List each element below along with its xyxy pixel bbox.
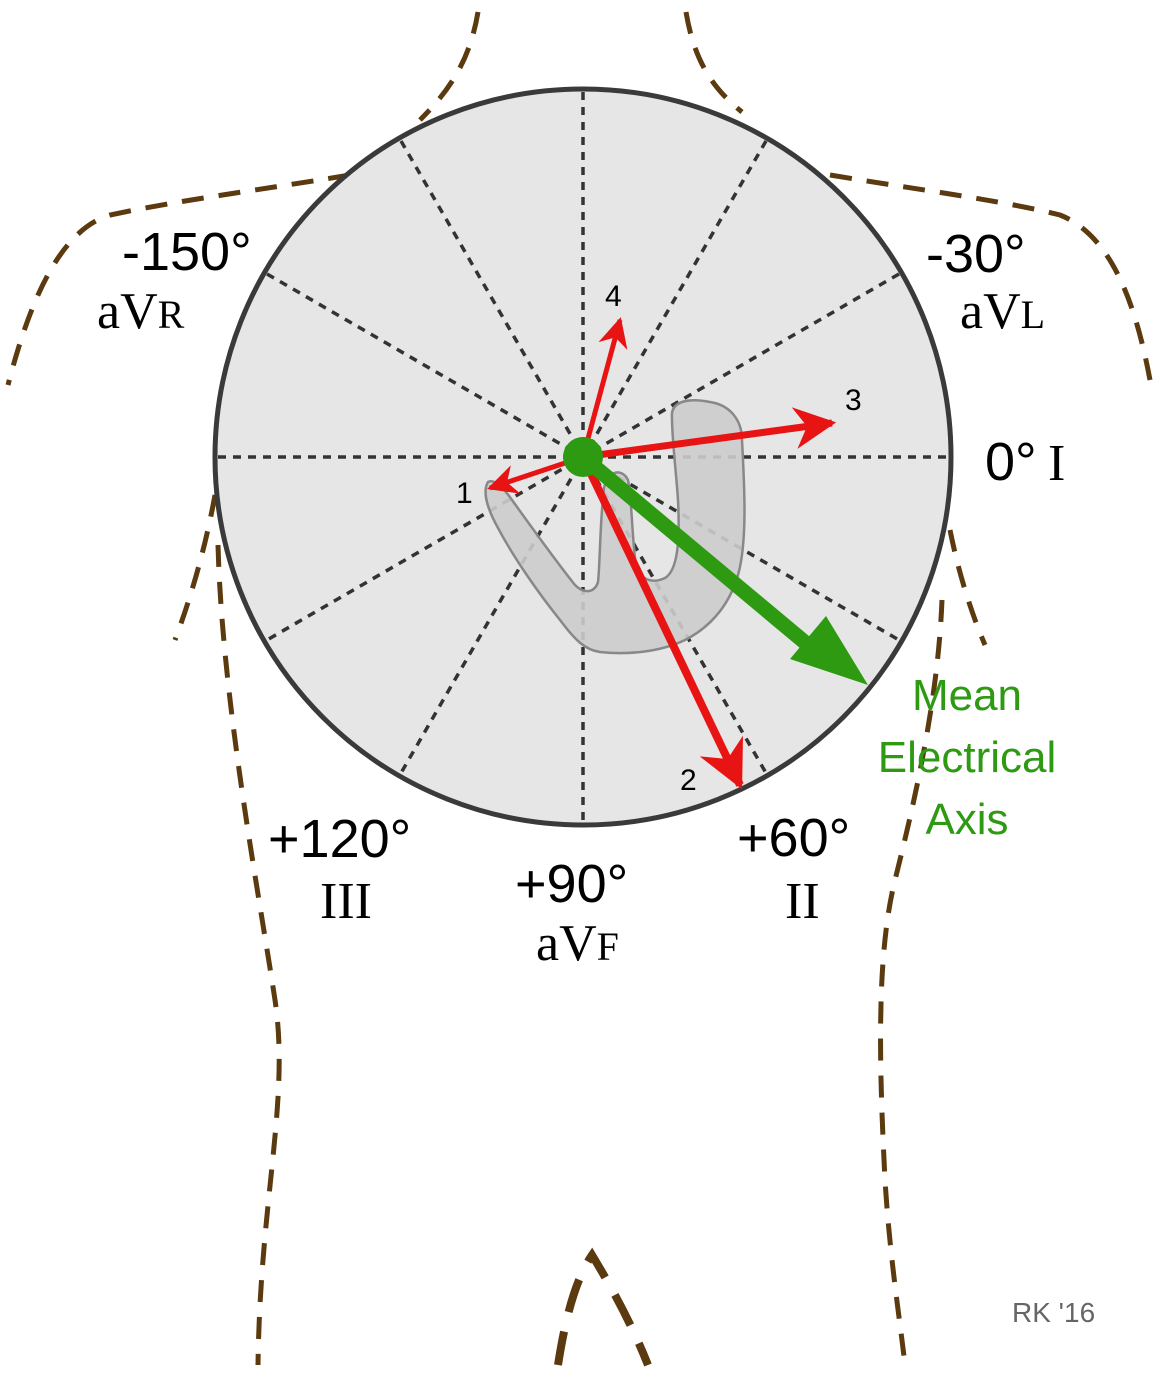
avr-degrees: -150° xyxy=(122,222,252,282)
mean-axis-label-line-1: Mean xyxy=(912,671,1022,720)
mean-axis-label-line-3: Axis xyxy=(925,795,1008,844)
avl-degrees: -30° xyxy=(926,224,1026,284)
left-shoulder-outline xyxy=(5,172,351,386)
avl-lead-label: aVL xyxy=(960,283,1045,340)
vector-4-label: 4 xyxy=(605,280,622,313)
vector-2-label: 2 xyxy=(680,764,697,797)
mean-axis-label: Mean Electrical Axis xyxy=(878,671,1057,844)
origin-dot xyxy=(563,437,603,477)
right-shoulder-outline xyxy=(829,172,1153,381)
lead-iii-degrees: +120° xyxy=(268,809,411,869)
author-credit: RK '16 xyxy=(1012,1297,1095,1328)
body-outline xyxy=(5,11,1153,1367)
lead-ii-label: II xyxy=(785,873,820,930)
mean-electrical-axis xyxy=(563,437,868,685)
left-arm-outline xyxy=(172,494,218,641)
mean-axis-shaft xyxy=(578,451,825,661)
groin-outline xyxy=(554,1247,652,1367)
avf-degrees: +90° xyxy=(515,854,628,914)
vector-3-label: 3 xyxy=(845,384,862,417)
mean-axis-label-line-2: Electrical xyxy=(878,733,1057,782)
right-torso-outline xyxy=(878,599,945,1366)
vector-4-arrow xyxy=(580,317,628,458)
lead-i-degrees: 0° xyxy=(985,432,1037,492)
right-arm-outline xyxy=(947,529,988,646)
neck-left-outline xyxy=(418,11,481,122)
avr-lead-label: aVR xyxy=(97,283,185,340)
avf-lead-label: aVF xyxy=(536,915,619,972)
lead-ii-degrees: +60° xyxy=(737,808,850,868)
vector-3-arrow xyxy=(582,407,837,461)
left-torso-outline xyxy=(215,544,282,1366)
mean-axis-arrowhead xyxy=(790,616,868,685)
neck-right-outline xyxy=(683,11,744,114)
lead-iii-label: III xyxy=(320,873,372,930)
vector-1-label: 1 xyxy=(456,477,473,510)
vector-2-arrow xyxy=(579,455,744,790)
lead-i-label: I xyxy=(1048,435,1065,492)
